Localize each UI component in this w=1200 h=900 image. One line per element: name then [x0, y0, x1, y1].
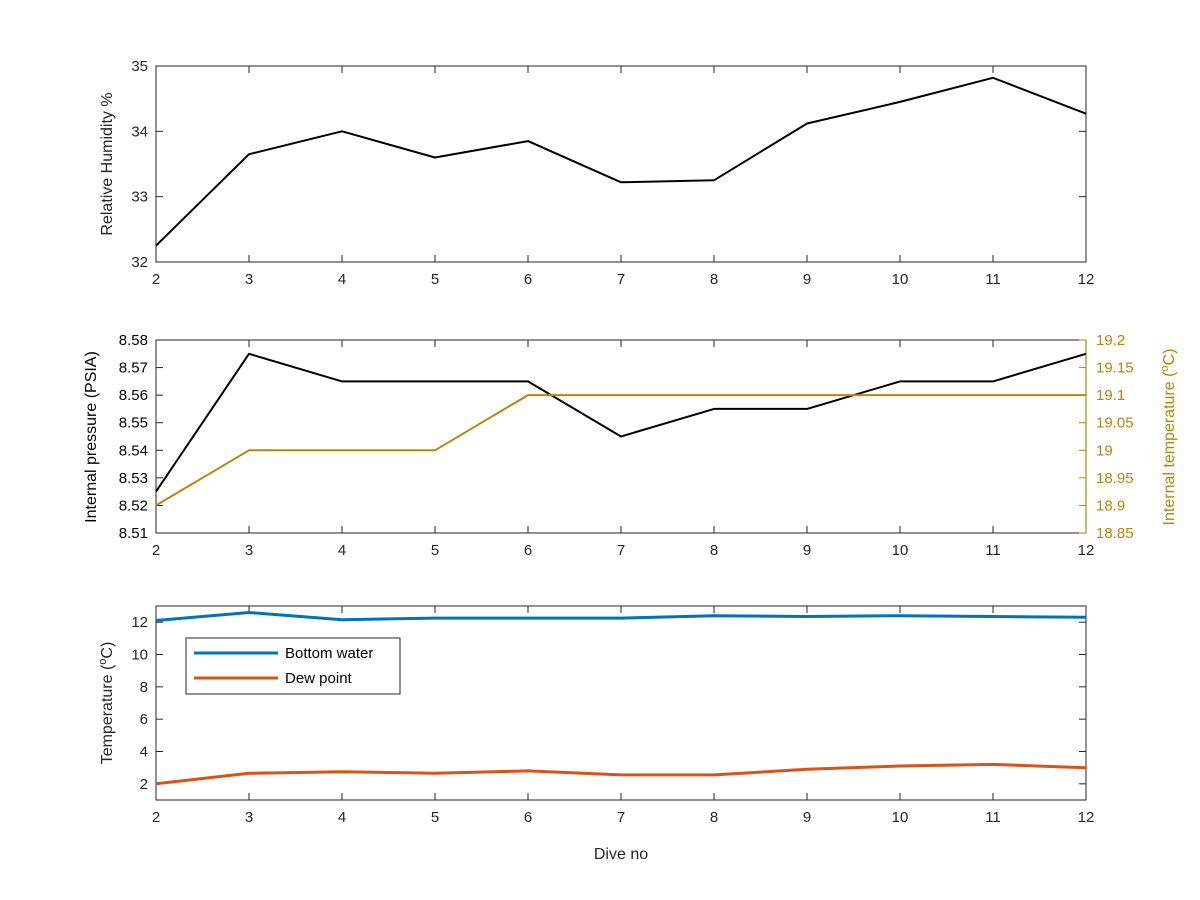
pressure-x-ticks: 2 3 4 5 6 7 8 9 10 11 12 — [152, 340, 1095, 559]
x-tick-label: 3 — [245, 809, 253, 826]
pressure-y-axis-label: Internal pressure (PSIA) — [83, 351, 100, 523]
y-tick-label: 8.52 — [119, 497, 148, 514]
humidity-y-ticks: 32 33 34 35 — [131, 58, 1086, 271]
x-tick-label: 6 — [524, 809, 532, 826]
x-tick-label: 5 — [431, 271, 439, 288]
x-tick-label: 12 — [1078, 542, 1095, 559]
x-tick-label: 10 — [892, 271, 909, 288]
x-tick-label: 10 — [892, 809, 909, 826]
x-tick-label: 5 — [431, 809, 439, 826]
legend-label: Dew point — [285, 670, 353, 687]
x-tick-label: 8 — [710, 809, 718, 826]
y-tick-label: 34 — [131, 123, 148, 140]
x-tick-label: 12 — [1078, 271, 1095, 288]
dive-no-x-axis-label: Dive no — [594, 846, 648, 863]
humidity-axes-box — [155, 65, 1087, 263]
x-tick-label: 6 — [524, 542, 532, 559]
x-tick-label: 9 — [803, 809, 811, 826]
pressure-y-ticks: 8.51 8.52 8.53 8.54 8.55 8.56 8.57 8.58 — [119, 332, 163, 542]
temperature-axes-box — [155, 605, 1087, 801]
temperature-y-axis-label: Temperature (oC) — [97, 642, 116, 765]
y-tick-label: 35 — [131, 58, 148, 75]
legend-label: Bottom water — [285, 645, 373, 662]
temperature-right-y-ticks: 18.85 18.9 18.95 19 19.05 19.1 19.15 19.2 — [1079, 332, 1134, 542]
x-tick-label: 4 — [338, 271, 346, 288]
y-tick-label: 8.55 — [119, 415, 148, 432]
y-tick-label: 2 — [140, 776, 148, 793]
x-tick-label: 9 — [803, 542, 811, 559]
x-tick-label: 8 — [710, 542, 718, 559]
temperature-panel: 2 3 4 5 6 7 8 9 10 11 12 2 4 6 8 10 12 Temperature (oC)… — [97, 605, 1095, 863]
x-tick-label: 12 — [1078, 809, 1095, 826]
humidity-lines — [155, 76, 1087, 247]
right-y-tick-label: 19 — [1096, 442, 1113, 459]
x-tick-label: 11 — [985, 271, 1001, 288]
humidity-y-axis-label: Relative Humidity % — [99, 92, 116, 235]
right-y-tick-label: 19.15 — [1096, 360, 1134, 377]
x-tick-label: 7 — [617, 271, 625, 288]
x-tick-label: 5 — [431, 542, 439, 559]
right-y-tick-label: 19.2 — [1096, 332, 1125, 349]
right-y-tick-label: 18.85 — [1096, 525, 1134, 542]
humidity-x-ticks: 2 3 4 5 6 7 8 9 10 11 12 — [152, 66, 1095, 288]
x-tick-label: 11 — [985, 809, 1001, 826]
x-tick-label: 10 — [892, 542, 909, 559]
y-tick-label: 12 — [131, 614, 148, 631]
x-tick-label: 3 — [245, 542, 253, 559]
internal-pressure-line — [155, 352, 1087, 493]
x-tick-label: 2 — [152, 271, 160, 288]
y-tick-label: 8.58 — [119, 332, 148, 349]
pressure-temperature-lines — [155, 352, 1087, 507]
right-y-tick-label: 19.1 — [1096, 387, 1125, 404]
legend-box — [185, 637, 401, 695]
pressure-temperature-panel: 2 3 4 5 6 7 8 9 10 11 12 8.518.528.538.548.558.568… — [83, 332, 1178, 559]
y-tick-label: 10 — [131, 647, 148, 664]
y-tick-label: 33 — [131, 189, 148, 206]
x-tick-label: 2 — [152, 542, 160, 559]
temperature-y-ticks: 2 4 6 8 10 12 — [131, 614, 1086, 793]
right-y-tick-label: 19.05 — [1096, 415, 1134, 432]
internal-temperature-y-axis-label: Internal temperature (oC) — [1159, 349, 1178, 526]
x-tick-label: 2 — [152, 809, 160, 826]
x-tick-label: 4 — [338, 809, 346, 826]
y-tick-label: 8.53 — [119, 470, 148, 487]
x-tick-label: 4 — [338, 542, 346, 559]
y-tick-label: 8.51 — [119, 525, 148, 542]
dew-point-line — [155, 762, 1087, 786]
y-tick-label: 8 — [140, 679, 148, 696]
temperature-lines — [155, 611, 1087, 786]
y-tick-label: 32 — [131, 254, 148, 271]
x-tick-label: 7 — [617, 809, 625, 826]
temperature-x-ticks: 2 3 4 5 6 7 8 9 10 11 12 — [152, 606, 1095, 826]
relative-humidity-line — [155, 76, 1087, 247]
x-tick-label: 7 — [617, 542, 625, 559]
x-tick-label: 8 — [710, 271, 718, 288]
x-tick-label: 11 — [985, 542, 1001, 559]
temperature-legend: Bottom water Dew point — [185, 637, 401, 695]
bottom-water-line — [155, 611, 1087, 622]
y-tick-label: 4 — [140, 744, 148, 761]
y-tick-label: 8.54 — [119, 442, 148, 459]
internal-temperature-line — [155, 394, 1086, 507]
x-tick-label: 6 — [524, 271, 532, 288]
x-tick-label: 9 — [803, 271, 811, 288]
y-tick-label: 8.57 — [119, 360, 148, 377]
right-y-tick-label: 18.95 — [1096, 470, 1134, 487]
right-y-tick-label: 18.9 — [1096, 497, 1125, 514]
x-tick-label: 3 — [245, 271, 253, 288]
y-tick-label: 6 — [140, 711, 148, 728]
y-tick-label: 8.56 — [119, 387, 148, 404]
